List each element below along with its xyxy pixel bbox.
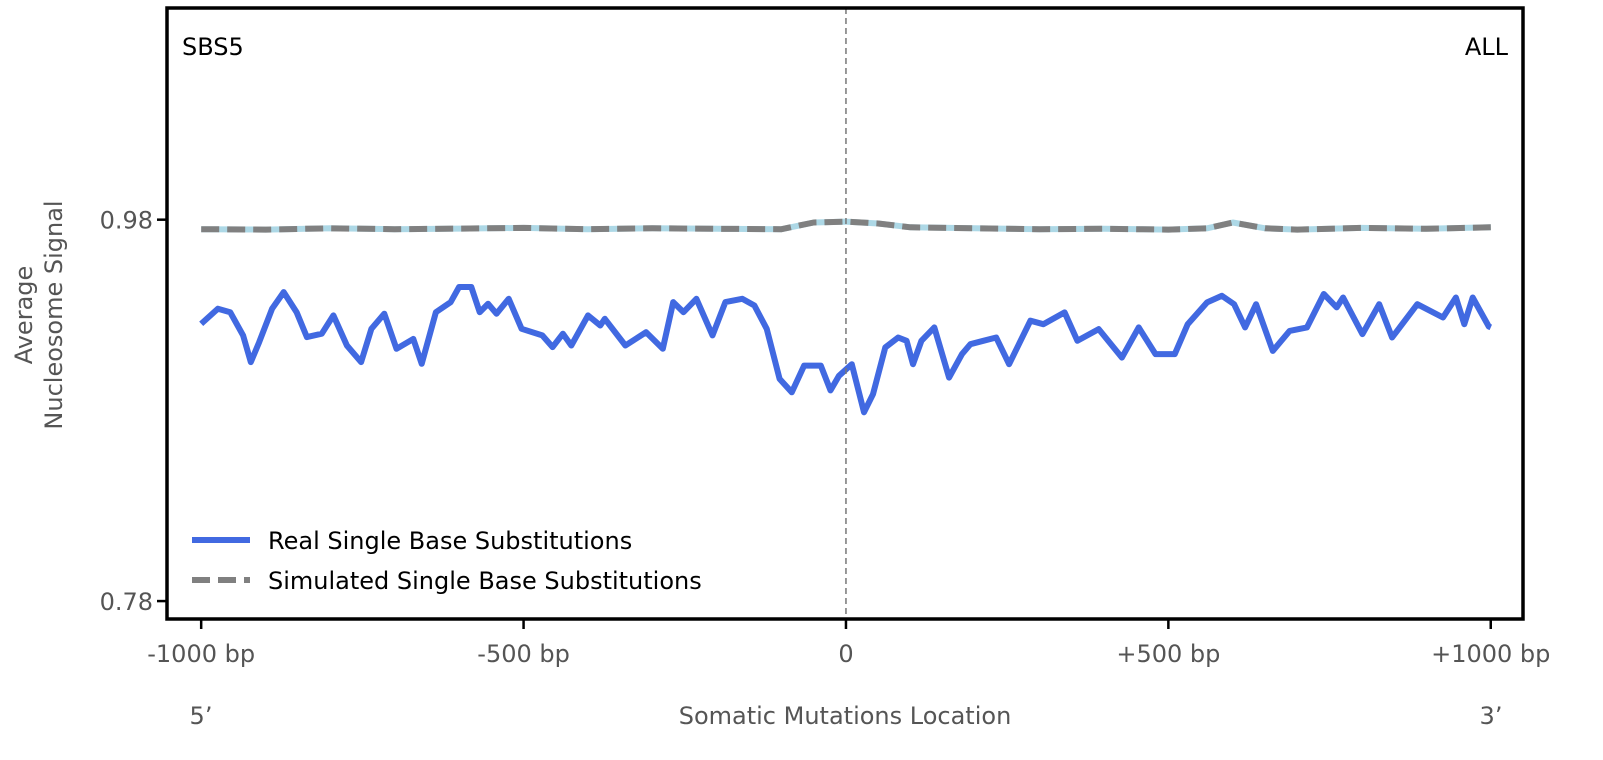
- x-tick-label: 0: [838, 640, 853, 668]
- legend: Real Single Base Substitutions Simulated…: [192, 527, 702, 595]
- five-prime-label: 5’: [190, 702, 213, 730]
- y-axis-label-line2: Nucleosome Signal: [40, 200, 68, 429]
- y-tick-label: 0.78: [100, 588, 153, 616]
- legend-simulated-label: Simulated Single Base Substitutions: [268, 567, 702, 595]
- x-tick-label: +1000 bp: [1431, 640, 1550, 668]
- simulated-series-line: [201, 218, 1491, 233]
- x-tick-label: -1000 bp: [147, 640, 255, 668]
- x-axis: -1000 bp -500 bp 0 +500 bp +1000 bp: [147, 619, 1550, 668]
- real-series-line: [199, 284, 1493, 416]
- x-axis-label: Somatic Mutations Location: [679, 702, 1012, 730]
- y-axis: 0.98 0.78: [100, 207, 167, 616]
- x-tick-label: +500 bp: [1116, 640, 1220, 668]
- three-prime-label: 3’: [1480, 702, 1503, 730]
- context-label: ALL: [1465, 33, 1509, 61]
- x-tick-label: -500 bp: [477, 640, 570, 668]
- plot-area: [199, 218, 1493, 416]
- y-axis-label-line1: Average: [10, 266, 38, 365]
- legend-real-label: Real Single Base Substitutions: [268, 527, 632, 555]
- signature-label: SBS5: [182, 33, 244, 61]
- y-tick-label: 0.98: [100, 207, 153, 235]
